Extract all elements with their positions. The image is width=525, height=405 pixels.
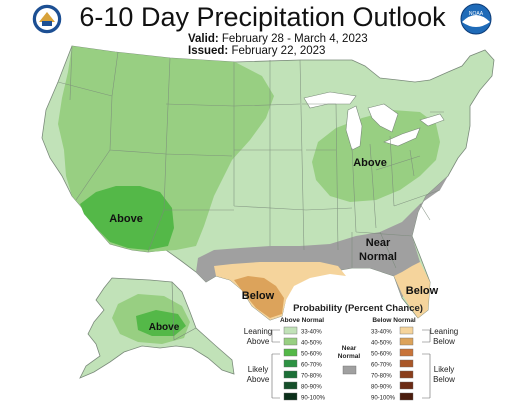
legend-likely-above-2: Above — [247, 375, 270, 384]
state-boundaries — [57, 45, 444, 269]
legend-swatch-above-0 — [283, 326, 298, 335]
legend-swatch-above-4 — [283, 370, 298, 379]
legend-range-above-2: 50-60% — [301, 352, 322, 358]
doc-seal-icon — [31, 3, 63, 35]
legend-swatch-above-3 — [283, 359, 298, 368]
legend-swatch-above-5 — [283, 381, 298, 390]
issued-value: February 22, 2023 — [231, 45, 326, 57]
legend-swatch-above-2 — [283, 348, 298, 357]
valid-dates: Valid: February 28 - March 4, 2023 — [188, 33, 368, 45]
issued-date: Issued: February 22, 2023 — [188, 45, 325, 57]
legend-swatch-below-1 — [399, 337, 414, 346]
legend-likely-above-1: Likely — [248, 365, 268, 374]
legend-swatch-below-6 — [399, 392, 414, 401]
legend-range-above-0: 33-40% — [301, 330, 322, 336]
legend-below-header: Below Normal — [372, 317, 416, 324]
legend-range-below-1: 40-50% — [371, 341, 392, 347]
legend-near-header-1: Near — [342, 345, 357, 352]
legend-likely-below-2: Below — [433, 375, 455, 384]
legend-rows: 33-40% 33-40% 40-50% 40-50% 50-60% 50-60% 60-7… — [283, 326, 414, 402]
legend-swatch-above-1 — [283, 337, 298, 346]
legend-range-below-3: 60-70% — [371, 363, 392, 369]
valid-label: Valid: — [188, 33, 219, 45]
valid-value: February 28 - March 4, 2023 — [221, 33, 368, 45]
legend-likely-below-1: Likely — [434, 365, 454, 374]
above-50-60-southwest — [80, 186, 174, 250]
legend-leaning-above-2: Above — [247, 337, 270, 346]
noaa-text: NOAA — [469, 11, 484, 17]
below-likely-texas — [234, 276, 284, 318]
legend-swatch-below-2 — [399, 348, 414, 357]
legend-title: Probability (Percent Chance) — [293, 303, 423, 314]
label-near-normal-1: Near — [366, 237, 391, 249]
legend: Probability (Percent Chance) Above Norma… — [244, 303, 458, 402]
legend-range-above-6: 90-100% — [301, 396, 326, 402]
label-below-texas: Below — [242, 290, 275, 302]
legend-swatch-above-6 — [283, 392, 298, 401]
legend-swatch-near-normal — [342, 365, 357, 375]
legend-range-above-1: 40-50% — [301, 341, 322, 347]
legend-swatch-below-3 — [399, 359, 414, 368]
label-near-normal-2: Normal — [359, 251, 397, 263]
legend-leaning-above-1: Leaning — [244, 327, 272, 336]
below-leaning-florida — [394, 262, 430, 318]
legend-range-above-4: 70-80% — [301, 374, 322, 380]
label-below-florida: Below — [406, 285, 439, 297]
map-title: 6-10 Day Precipitation Outlook — [79, 2, 446, 32]
label-above-alaska: Above — [149, 322, 180, 333]
great-lakes — [303, 91, 445, 151]
legend-range-below-6: 90-100% — [371, 396, 396, 402]
legend-leaning-below-1: Leaning — [430, 327, 458, 336]
legend-above-header: Above Normal — [280, 317, 324, 324]
legend-near-header-2: Normal — [338, 353, 361, 360]
alaska-map — [79, 277, 235, 379]
legend-range-below-2: 50-60% — [371, 352, 392, 358]
noaa-logo-icon: NOAA — [460, 3, 492, 35]
legend-range-below-4: 70-80% — [371, 374, 392, 380]
legend-leaning-below-2: Below — [433, 337, 455, 346]
label-above-west: Above — [109, 213, 143, 225]
legend-range-below-5: 80-90% — [371, 385, 392, 391]
issued-label: Issued: — [188, 45, 229, 57]
legend-swatch-below-0 — [399, 326, 414, 335]
legend-range-above-3: 60-70% — [301, 363, 322, 369]
label-above-east: Above — [353, 157, 387, 169]
legend-range-below-0: 33-40% — [371, 330, 392, 336]
legend-swatch-below-5 — [399, 381, 414, 390]
legend-range-above-5: 80-90% — [301, 385, 322, 391]
legend-swatch-below-4 — [399, 370, 414, 379]
